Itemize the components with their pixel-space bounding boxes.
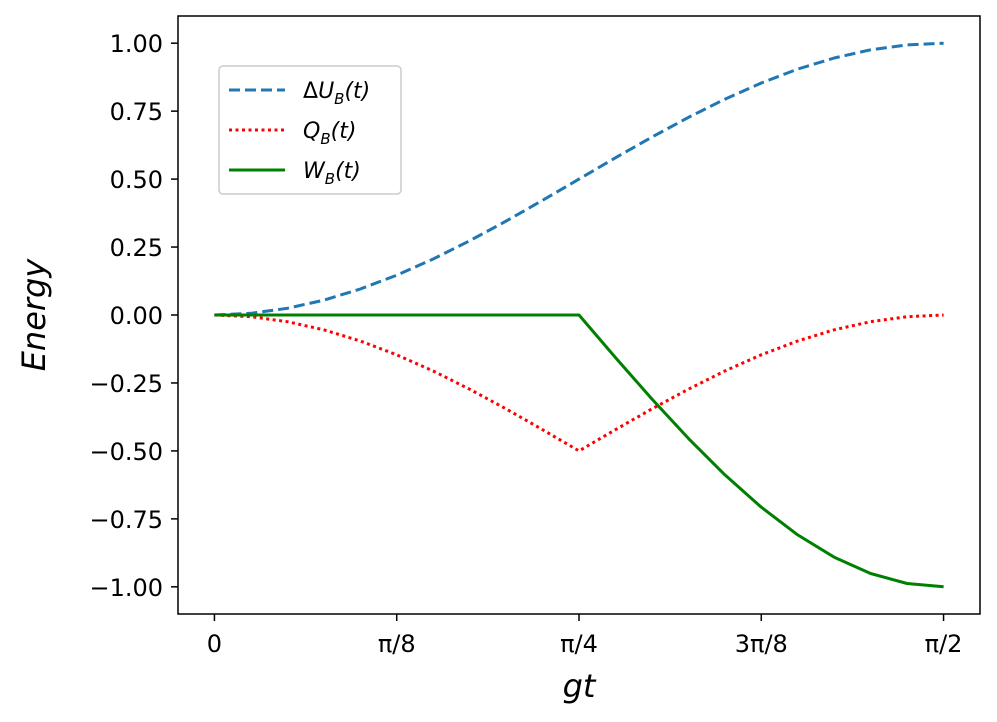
legend-main: Q <box>303 119 320 144</box>
legend-suffix: (t) <box>344 79 370 104</box>
legend-prefix: Δ <box>303 79 318 104</box>
legend-box <box>218 65 402 195</box>
x-tick-label: π/4 <box>560 630 598 658</box>
y-tick-label: −0.75 <box>89 506 163 534</box>
legend-sub: B <box>334 90 344 108</box>
series-line-delta-u <box>214 41 944 317</box>
x-tick-label: 3π/8 <box>735 630 788 658</box>
y-tick-label: 0.00 <box>110 302 163 330</box>
y-axis-label: Energy <box>15 258 53 372</box>
y-tick-label: 0.25 <box>110 234 163 262</box>
legend-label: WB(t) <box>303 159 361 188</box>
y-tick-label: 0.50 <box>110 166 163 194</box>
y-tick-label: −0.25 <box>89 370 163 398</box>
x-axis-label: gt <box>563 667 597 705</box>
y-tick-label: −0.50 <box>89 438 163 466</box>
legend-label: ΔUB(t) <box>303 79 370 108</box>
y-axis-ticks: 1.00 0.75 0.50 0.25 0.00 −0.25 −0.50 −0.75 −1.00 <box>89 30 178 602</box>
series-line-w <box>214 313 944 589</box>
y-tick-label: 0.75 <box>110 98 163 126</box>
legend-sub: B <box>325 170 335 188</box>
y-tick-label: −1.00 <box>89 574 163 602</box>
legend-main: U <box>318 79 334 104</box>
legend: ΔUB(t)QB(t)WB(t) <box>218 65 402 195</box>
legend-main: W <box>303 159 326 184</box>
y-tick-label: 1.00 <box>110 30 163 58</box>
x-tick-label: π/8 <box>378 630 416 658</box>
x-tick-label: 0 <box>207 630 222 658</box>
series-layer <box>214 41 944 589</box>
legend-suffix: (t) <box>331 119 357 144</box>
legend-label: QB(t) <box>303 119 356 148</box>
x-axis-ticks: 0 π/8 π/4 3π/8 π/2 <box>207 614 963 658</box>
legend-sub: B <box>320 130 330 148</box>
x-tick-label: π/2 <box>925 630 963 658</box>
legend-suffix: (t) <box>335 159 361 184</box>
series-line-q <box>214 313 944 453</box>
